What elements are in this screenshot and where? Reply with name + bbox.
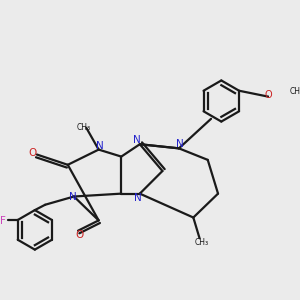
Text: F: F [0, 216, 5, 226]
Text: O: O [264, 90, 272, 100]
Text: CH₃: CH₃ [289, 87, 300, 96]
Text: N: N [69, 191, 76, 202]
Text: N: N [176, 140, 184, 149]
Text: CH₃: CH₃ [77, 123, 91, 132]
Text: N: N [133, 135, 140, 145]
Text: N: N [134, 194, 142, 203]
Text: O: O [28, 148, 36, 158]
Text: N: N [96, 141, 104, 151]
Text: O: O [75, 230, 83, 240]
Text: CH₃: CH₃ [194, 238, 209, 247]
